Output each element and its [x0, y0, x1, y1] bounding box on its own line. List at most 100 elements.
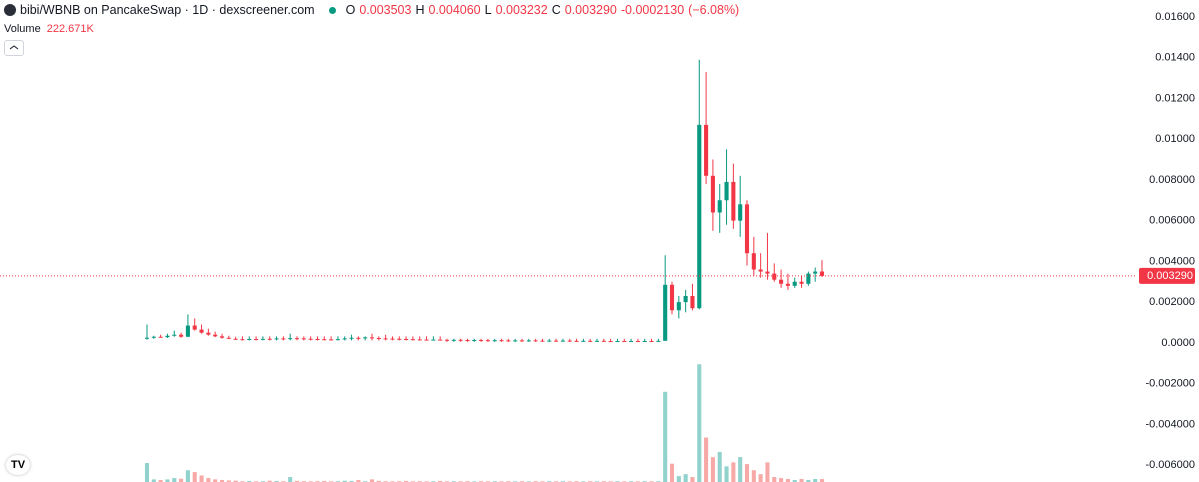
candle-body	[669, 284, 675, 311]
candle-body	[683, 296, 688, 303]
candle-body	[485, 340, 490, 342]
volume-bar	[172, 478, 177, 482]
last-price-box	[1139, 267, 1195, 284]
candle-body	[785, 283, 790, 286]
candle-body	[615, 341, 620, 343]
volume-bar	[356, 480, 361, 482]
candle-body	[492, 340, 497, 342]
volume-bar	[710, 457, 715, 482]
volume-bar	[772, 477, 777, 482]
volume-bar	[779, 478, 784, 482]
tv-logo[interactable]: TV	[6, 455, 30, 475]
candle-body	[560, 340, 565, 342]
candle-body	[526, 340, 531, 342]
volume-bar	[267, 480, 272, 482]
volume-bar	[669, 463, 675, 482]
volume-value: 222.671K	[46, 23, 94, 35]
status-dot	[328, 6, 336, 14]
candle-body	[499, 340, 504, 342]
volume-bar	[247, 480, 252, 482]
high-value: 0.004060	[428, 3, 481, 17]
volume-bar	[206, 478, 211, 482]
volume-bar	[438, 480, 443, 482]
close-label: C	[551, 3, 561, 17]
volume-bar	[819, 479, 825, 482]
collapse-button[interactable]	[4, 40, 24, 56]
y-tick-label: 0.004000	[1149, 255, 1195, 267]
candle-body	[329, 339, 334, 341]
candle-body	[731, 181, 736, 221]
candle-body	[697, 124, 702, 309]
volume-label: Volume	[4, 23, 41, 35]
candle-body	[710, 175, 715, 213]
candle-body	[206, 332, 211, 335]
token-icon	[4, 4, 16, 16]
y-tick-label: 0.0000	[1161, 337, 1195, 349]
candle-body	[622, 341, 627, 343]
candle-body	[288, 338, 293, 340]
candle-body	[567, 340, 572, 342]
candle-body	[199, 329, 204, 333]
y-tick-label: 0.01200	[1155, 92, 1195, 104]
candle-body	[192, 325, 197, 330]
close-value: 0.003290	[564, 3, 617, 17]
candle-body	[308, 338, 313, 340]
volume-bar	[288, 477, 293, 482]
candle-body	[254, 338, 259, 340]
candle-body	[144, 337, 150, 339]
y-tick-label: 0.008000	[1149, 174, 1195, 186]
volume-bar	[717, 451, 722, 482]
candle-body	[479, 340, 484, 342]
candle-body	[601, 340, 606, 342]
candle-body	[151, 336, 156, 338]
candle-body	[819, 271, 825, 276]
candle-body	[594, 340, 600, 342]
candle-body	[813, 271, 818, 274]
volume-bar	[165, 479, 170, 482]
candle-body	[758, 269, 763, 272]
candle-body	[765, 271, 770, 274]
candle-body	[315, 338, 320, 340]
candle-body	[219, 336, 225, 338]
candle-body	[792, 281, 797, 286]
candle-body	[376, 337, 381, 339]
volume-bar	[151, 479, 156, 482]
candle-body	[506, 340, 511, 342]
candle-body	[635, 341, 640, 343]
candle-body	[513, 340, 518, 342]
candle-body	[424, 339, 429, 341]
volume-bar	[376, 480, 381, 482]
volume-bar	[792, 480, 797, 482]
y-tick-label: -0.006000	[1145, 459, 1195, 471]
y-tick-label: -0.002000	[1145, 378, 1195, 390]
candle-body	[806, 273, 811, 284]
candle-body	[451, 339, 456, 341]
low-value: 0.003232	[495, 3, 548, 17]
chart-title: bibi/WBNB on PancakeSwap · 1D · dexscree…	[20, 3, 315, 17]
candle-body	[172, 334, 177, 336]
candle-body	[165, 335, 170, 338]
volume-bar	[731, 462, 736, 482]
volume-bar	[697, 364, 702, 482]
candle-body	[431, 339, 436, 341]
candle-body	[519, 340, 525, 342]
last-price-label: 0.003290	[1147, 270, 1193, 282]
candle-body	[724, 181, 729, 201]
legend-header: bibi/WBNB on PancakeSwap · 1D · dexscree…	[4, 3, 739, 17]
candle-body	[554, 340, 559, 342]
candle-body	[404, 338, 409, 340]
candle-body	[294, 338, 300, 340]
volume-bar	[806, 480, 811, 482]
volume-bar	[369, 479, 375, 482]
candle-body	[349, 337, 354, 339]
open-value: 0.003503	[359, 3, 412, 17]
open-label: O	[345, 3, 356, 17]
candle-body	[779, 279, 784, 284]
candle-body	[185, 325, 190, 337]
change-value: -0.0002130	[620, 3, 685, 17]
volume-bar	[219, 480, 225, 482]
volume-bar	[349, 480, 354, 482]
candle-body	[540, 340, 545, 342]
